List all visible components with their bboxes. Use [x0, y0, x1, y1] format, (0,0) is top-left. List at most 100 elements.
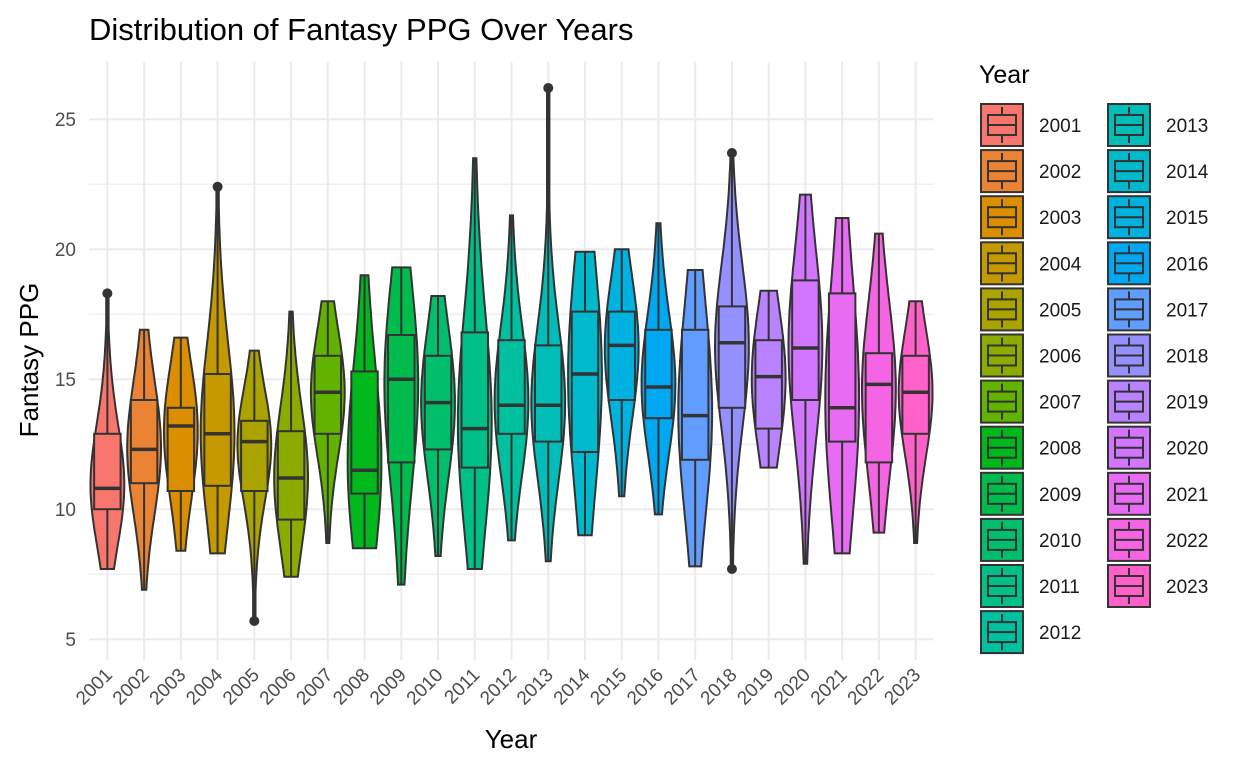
violin-box-2013 — [530, 83, 567, 563]
violin-box-2016 — [640, 222, 677, 516]
violin-box-2021 — [824, 217, 861, 555]
x-axis-ticks: 2001200220032004200520062007200820092010… — [72, 664, 925, 709]
legend-label: 2019 — [1166, 393, 1208, 414]
legend-label: 2021 — [1166, 485, 1208, 506]
legend-item-2005: 2005 — [980, 287, 1081, 332]
legend-label: 2004 — [1039, 254, 1082, 275]
box-2022 — [864, 352, 894, 464]
legend-label: 2022 — [1166, 531, 1208, 552]
legend-label: 2008 — [1039, 439, 1081, 460]
x-tick-label: 2014 — [550, 664, 595, 709]
violin-box-2022 — [861, 232, 897, 534]
x-tick-label: 2005 — [219, 665, 264, 710]
y-axis-ticks: 5 10 15 20 25 — [55, 110, 76, 651]
x-tick-label: 2008 — [329, 665, 374, 710]
violin-box-2005 — [236, 349, 273, 626]
violin-box-2003 — [162, 336, 199, 552]
legend-item-2009: 2009 — [980, 471, 1081, 516]
box-2001 — [93, 432, 122, 511]
legend-label: 2003 — [1039, 208, 1081, 229]
legend-item-2004: 2004 — [980, 241, 1082, 286]
violin-box-2017 — [677, 269, 714, 568]
legend-label: 2016 — [1166, 254, 1208, 275]
legend-item-2021: 2021 — [1107, 471, 1208, 516]
legend-label: 2013 — [1166, 116, 1208, 137]
x-tick-label: 2007 — [293, 665, 338, 710]
x-tick-label: 2002 — [109, 665, 154, 710]
chart-title: Distribution of Fantasy PPG Over Years — [89, 12, 633, 47]
x-tick-label: 2019 — [733, 665, 778, 710]
box-2015 — [607, 310, 636, 402]
x-tick-label: 2011 — [441, 665, 485, 709]
violin-box-2001 — [89, 288, 126, 570]
legend-item-2016: 2016 — [1107, 241, 1208, 286]
x-tick-label: 2023 — [880, 665, 925, 710]
violin-box-2020 — [787, 193, 824, 565]
box-2008 — [350, 370, 379, 495]
box-2020 — [791, 279, 820, 401]
box-2003 — [166, 406, 196, 492]
x-tick-label: 2013 — [513, 665, 558, 710]
legend-item-2020: 2020 — [1107, 425, 1208, 470]
y-axis-title: Fantasy PPG — [14, 283, 44, 438]
legend-label: 2009 — [1039, 485, 1081, 506]
y-tick-label: 5 — [65, 630, 76, 651]
box-2007 — [313, 354, 343, 435]
legend-item-2002: 2002 — [980, 149, 1081, 194]
y-tick-label: 25 — [55, 110, 76, 131]
violin-box-2008 — [346, 274, 383, 550]
legend-item-2003: 2003 — [980, 195, 1081, 240]
legend-label: 2023 — [1166, 577, 1208, 598]
y-tick-label: 15 — [55, 370, 76, 391]
violin-box-2011 — [456, 157, 493, 570]
violin-box-2019 — [750, 289, 787, 469]
legend-item-2006: 2006 — [980, 333, 1081, 378]
y-tick-label: 20 — [55, 240, 76, 261]
legend-item-2015: 2015 — [1107, 195, 1208, 240]
outlier-point-2004 — [212, 181, 223, 192]
box-2017 — [680, 328, 710, 461]
box-2019 — [754, 339, 783, 430]
x-tick-label: 2009 — [366, 665, 411, 710]
violin-box-2014 — [567, 250, 603, 537]
violin-box-2006 — [273, 310, 309, 578]
box-2006 — [276, 430, 306, 521]
legend-label: 2015 — [1166, 208, 1208, 229]
legend: Year 2001 2002 2003 2004 2005 2006 2007 2008 200… — [979, 61, 1209, 655]
x-tick-label: 2015 — [587, 665, 632, 710]
legend-item-2007: 2007 — [980, 379, 1081, 424]
x-axis-title: Year — [485, 724, 538, 754]
outlier-point-2001 — [102, 288, 113, 299]
outlier-point-2018 — [726, 564, 737, 574]
violin-box-2004 — [199, 181, 236, 555]
legend-item-2001: 2001 — [980, 103, 1081, 147]
legend-title: Year — [979, 61, 1030, 89]
legend-item-2023: 2023 — [1107, 564, 1208, 608]
legend-label: 2002 — [1039, 162, 1081, 183]
outlier-point-2018 — [726, 148, 737, 158]
box-2011 — [460, 331, 489, 469]
x-tick-label: 2018 — [697, 665, 742, 710]
legend-item-2012: 2012 — [980, 610, 1081, 655]
violin-box-2015 — [603, 248, 640, 498]
legend-item-2019: 2019 — [1107, 379, 1208, 424]
legend-label: 2010 — [1039, 531, 1081, 552]
violin-box-2007 — [309, 300, 346, 544]
violin-box-2009 — [383, 266, 420, 586]
x-tick-label: 2016 — [623, 665, 668, 710]
x-tick-label: 2022 — [844, 665, 889, 710]
legend-label: 2020 — [1166, 439, 1208, 460]
x-tick-label: 2003 — [146, 665, 191, 710]
box-2023 — [901, 354, 930, 435]
x-tick-label: 2021 — [807, 665, 852, 710]
legend-label: 2011 — [1039, 577, 1080, 598]
outlier-point-2005 — [249, 616, 260, 626]
legend-label: 2007 — [1039, 393, 1081, 414]
legend-item-2022: 2022 — [1107, 517, 1208, 562]
box-2021 — [827, 292, 857, 443]
box-2012 — [497, 339, 526, 435]
legend-label: 2005 — [1039, 300, 1081, 321]
violin-box-2018 — [713, 148, 750, 574]
x-tick-label: 2001 — [72, 665, 117, 710]
